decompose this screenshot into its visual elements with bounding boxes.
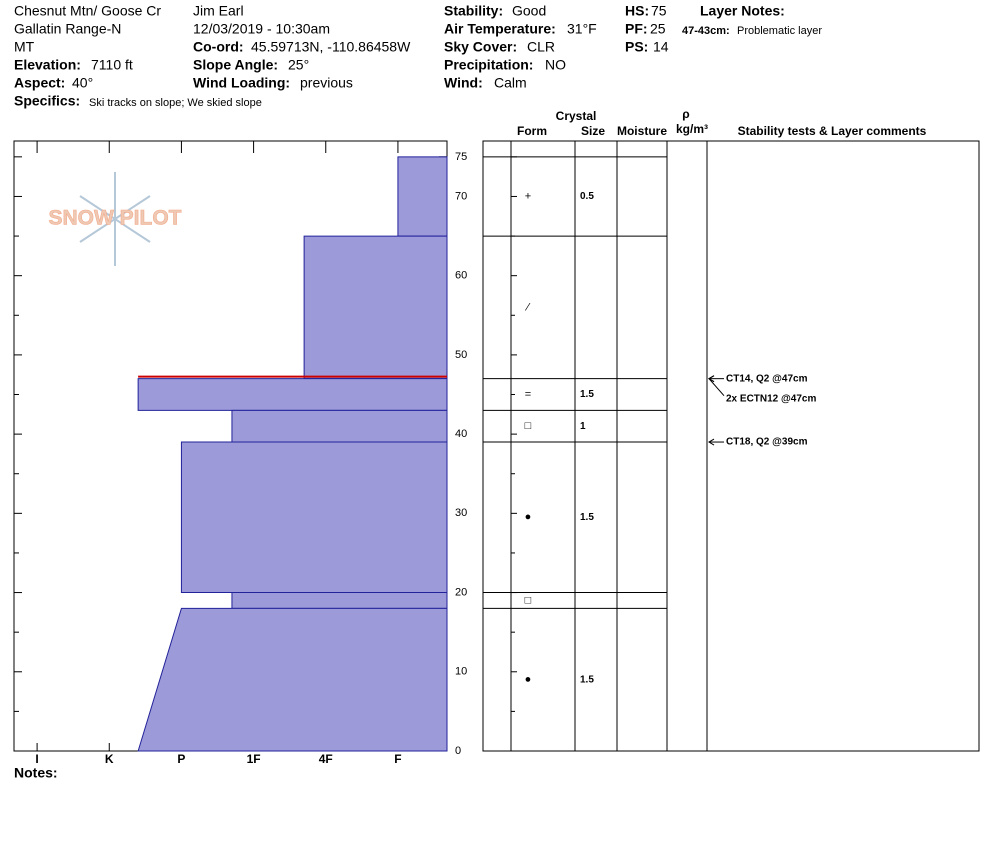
value: NO <box>545 57 566 73</box>
label: HS: <box>625 3 649 19</box>
y-tick-label: 0 <box>455 745 461 757</box>
value: 7110 ft <box>91 57 133 73</box>
x-tick-label: P <box>177 752 185 766</box>
test-comment: CT18, Q2 @39cm <box>726 437 808 448</box>
label: Precipitation: <box>444 57 533 73</box>
label: Slope Angle: <box>193 57 278 73</box>
location: Chesnut Mtn/ Goose Cr <box>14 3 161 19</box>
value: 25° <box>288 57 309 73</box>
test-comment: CT14, Q2 @47cm <box>726 373 808 384</box>
state: MT <box>14 39 35 55</box>
observer: Jim Earl <box>193 3 244 19</box>
x-tick-label: 1F <box>247 752 261 766</box>
value: 45.59713N, -110.86458W <box>251 39 411 55</box>
hardness-bar <box>137 607 448 752</box>
y-tick-label: 50 <box>455 349 467 361</box>
test-arrow <box>708 378 725 396</box>
label: Wind: <box>444 75 483 91</box>
range: 47-43cm: <box>682 25 730 37</box>
grain-form: + <box>525 190 531 202</box>
test-comment: 2x ECTN12 @47cm <box>726 393 816 404</box>
grain-form: ⁄ <box>524 301 531 313</box>
y-tick-label: 40 <box>455 428 467 440</box>
hardness-bar <box>397 156 448 237</box>
arrow-head <box>708 438 715 446</box>
x-tick-label: K <box>105 752 114 766</box>
label: Aspect: <box>14 75 65 91</box>
y-tick-label: 20 <box>455 586 467 598</box>
label: Layer Notes: <box>700 3 785 19</box>
grain-size: 1.5 <box>580 512 594 523</box>
hardness-bar <box>180 441 448 594</box>
value: 31°F <box>567 21 597 37</box>
label: Wind Loading: <box>193 75 290 91</box>
label: PS: <box>625 39 648 55</box>
hardness-bar <box>231 409 448 443</box>
value: CLR <box>527 39 555 55</box>
arrow-head <box>708 375 715 383</box>
grain-size: 1.5 <box>580 674 594 685</box>
grain-size: 0.5 <box>580 191 594 202</box>
y-tick-label: 30 <box>455 507 467 519</box>
value: 75 <box>651 3 667 19</box>
label: PF: <box>625 21 648 37</box>
label: Air Temperature: <box>444 21 556 37</box>
table-columns <box>510 141 708 751</box>
hardness-bar <box>137 378 448 411</box>
grain-size: 1 <box>580 421 586 432</box>
header: Form <box>517 124 547 138</box>
value: Calm <box>494 75 527 91</box>
label: Elevation: <box>14 57 81 73</box>
note: Problematic layer <box>737 25 822 37</box>
value: 14 <box>653 39 669 55</box>
header: ρ <box>682 107 689 121</box>
range: Gallatin Range-N <box>14 21 121 37</box>
grain-form: □ <box>525 594 532 606</box>
y-tick-label: 10 <box>455 666 467 678</box>
header: kg/m³ <box>676 122 708 136</box>
label: Sky Cover: <box>444 39 517 55</box>
grain-form: = <box>525 388 531 400</box>
grain-form: □ <box>525 420 532 432</box>
label: Co-ord: <box>193 39 244 55</box>
x-tick-label: F <box>394 752 401 766</box>
y-tick-label: 75 <box>455 151 467 163</box>
logo <box>79 172 151 266</box>
grain-form: ● <box>525 674 532 686</box>
header: Stability tests & Layer comments <box>738 124 927 138</box>
y-tick-label: 60 <box>455 270 467 282</box>
value: previous <box>300 75 353 91</box>
logo-text: SNOW PILOT <box>49 207 182 230</box>
hardness-bar <box>231 592 448 609</box>
x-tick-label: I <box>35 752 38 766</box>
grain-form: ● <box>525 511 532 523</box>
value: 25 <box>650 21 666 37</box>
grain-size: 1.5 <box>580 389 594 400</box>
notes-label: Notes: <box>14 765 58 781</box>
hardness-bar <box>303 235 448 380</box>
value: 40° <box>72 75 93 91</box>
label: Specifics: <box>14 93 80 109</box>
y-tick-label: 70 <box>455 190 467 202</box>
header: Size <box>581 124 605 138</box>
header: Moisture <box>617 124 667 138</box>
label: Stability: <box>444 3 503 19</box>
value: Good <box>512 3 546 19</box>
x-tick-label: 4F <box>319 752 333 766</box>
table-frame <box>482 140 980 752</box>
header: Crystal <box>556 109 597 123</box>
datetime: 12/03/2019 - 10:30am <box>193 21 330 37</box>
value: Ski tracks on slope; We skied slope <box>89 97 262 109</box>
